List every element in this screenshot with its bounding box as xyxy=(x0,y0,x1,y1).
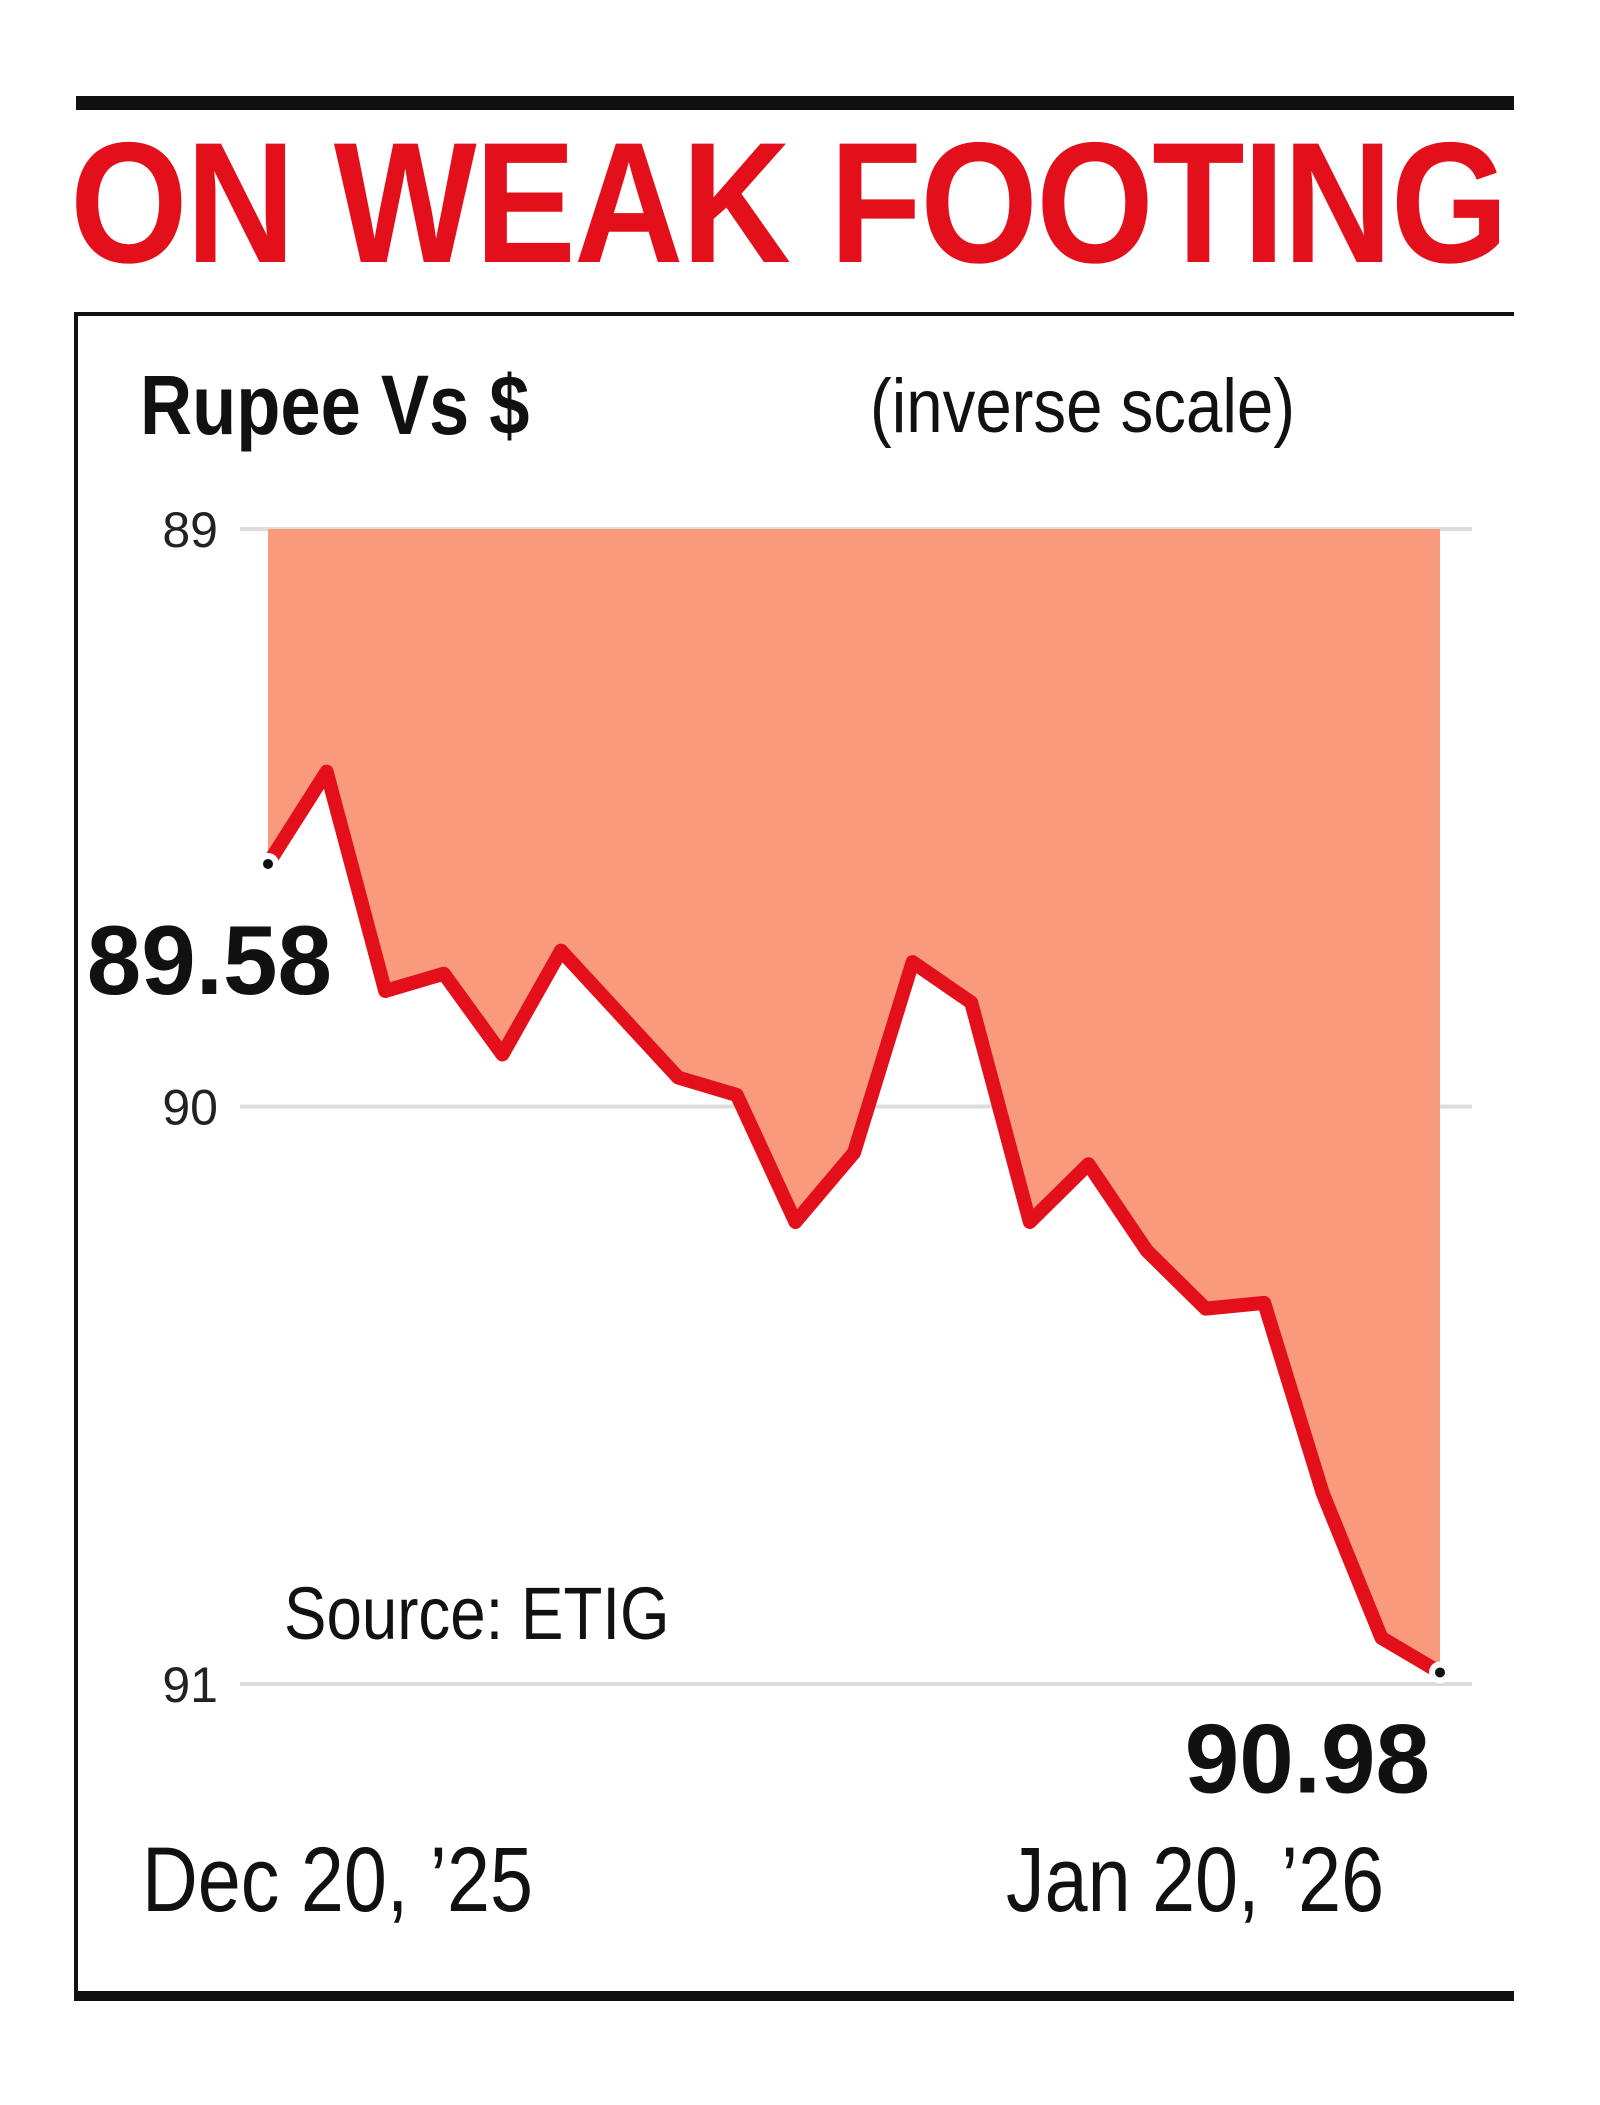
frame-top-border xyxy=(74,312,1514,316)
end-marker-dot xyxy=(1435,1667,1445,1678)
chart-title: Rupee Vs $ xyxy=(140,358,530,452)
area-fill xyxy=(268,529,1440,1673)
start-value-label: 89.58 xyxy=(87,905,332,1015)
top-rule xyxy=(76,96,1514,110)
start-marker-dot xyxy=(263,858,273,869)
frame-bottom-border xyxy=(74,1991,1514,2001)
frame-left-border xyxy=(74,312,78,1999)
end-value-label: 90.98 xyxy=(1185,1703,1430,1813)
y-tick-label-90: 90 xyxy=(162,1080,218,1136)
x-end-label: Jan 20, ’26 xyxy=(1006,1829,1385,1931)
y-axis-ticks: 89 90 91 xyxy=(162,502,218,1713)
headline: ON WEAK FOOTING xyxy=(70,107,1508,299)
y-tick-label-91: 91 xyxy=(162,1657,218,1713)
data-labels: 89.58 90.98 xyxy=(87,905,1430,1813)
series-points xyxy=(257,852,1451,1684)
x-start-label: Dec 20, ’25 xyxy=(142,1829,533,1931)
chart-subtitle: (inverse scale) xyxy=(870,364,1295,449)
series-line xyxy=(261,764,1447,1680)
y-tick-label-89: 89 xyxy=(162,502,218,558)
source-note: Source: ETIG xyxy=(284,1572,670,1655)
